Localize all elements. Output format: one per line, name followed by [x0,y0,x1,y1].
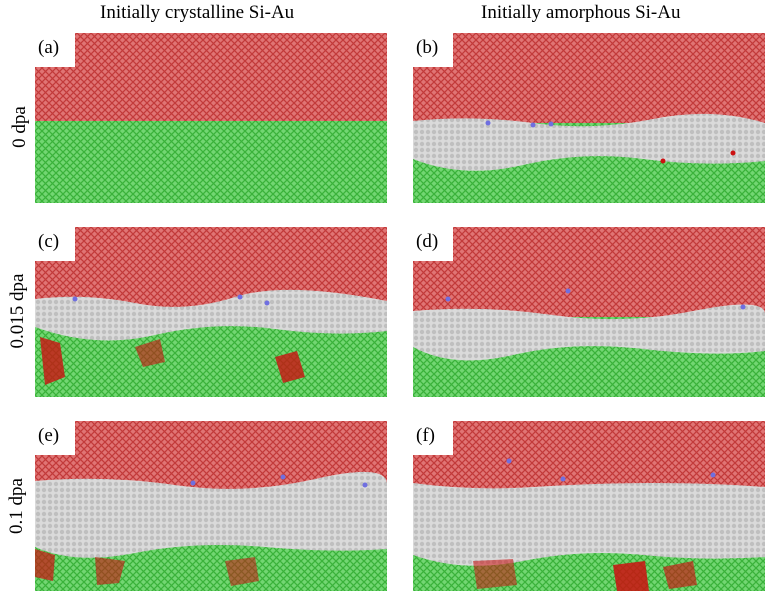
panel-label-e: (e) [35,421,75,455]
panel-c: (c) [35,227,387,397]
panel-c-snapshot [35,227,387,397]
column-title-crystalline: Initially crystalline Si-Au [100,2,295,23]
panel-label-a: (a) [35,33,75,67]
panel-label-d: (d) [413,227,453,261]
panel-d: (d) [413,227,765,397]
panel-f-snapshot [413,421,765,591]
panel-a-snapshot [35,33,387,203]
panel-d-snapshot [413,227,765,397]
column-title-amorphous: Initially amorphous Si-Au [481,2,681,23]
panel-label-f: (f) [413,421,453,455]
panel-e-snapshot [35,421,387,591]
row-label-0015-dpa: 0.015 dpa [7,273,28,349]
panel-f: (f) [413,421,765,591]
panel-b: (b) [413,33,765,203]
row-label-01-dpa: 0.1 dpa [6,478,27,534]
panel-a: (a) [35,33,387,203]
row-label-0-dpa: 0 dpa [9,106,30,148]
panel-label-b: (b) [413,33,453,67]
panel-e: (e) [35,421,387,591]
panel-label-c: (c) [35,227,75,261]
panel-b-snapshot [413,33,765,203]
